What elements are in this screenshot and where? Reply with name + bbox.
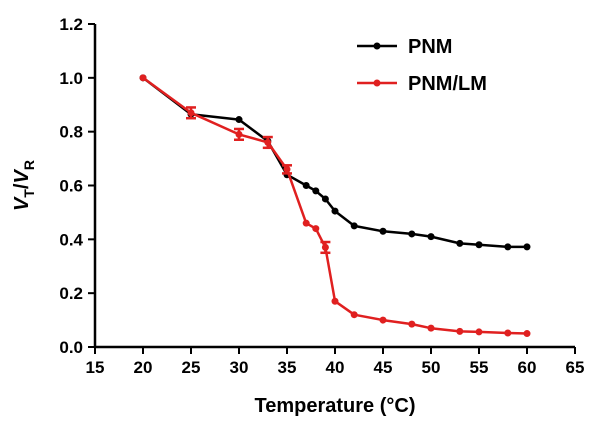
series-line — [142, 76, 527, 249]
data-point — [456, 239, 464, 247]
data-point — [331, 207, 339, 215]
data-point — [139, 74, 147, 82]
x-tick-label: 45 — [374, 358, 393, 377]
series-2 — [139, 74, 531, 338]
x-tick-label: 50 — [422, 358, 441, 377]
y-axis-title-sub1: T — [21, 189, 37, 198]
data-point — [312, 225, 320, 233]
y-tick-label: 0.2 — [59, 284, 83, 303]
data-point — [350, 222, 358, 230]
data-point — [235, 130, 243, 138]
data-point — [475, 328, 483, 336]
x-tick-label: 30 — [230, 358, 249, 377]
data-point — [264, 138, 272, 146]
data-point — [187, 109, 195, 117]
data-point — [312, 187, 320, 195]
y-axis-ticks: 0.0 0.2 0.4 0.6 0.8 1.0 1.2 — [59, 15, 95, 357]
y-axis-title: VT/VR — [11, 160, 37, 211]
data-point — [379, 316, 387, 324]
y-tick-label: 1.2 — [59, 15, 83, 34]
y-tick-label: 0.6 — [59, 177, 83, 196]
data-point — [321, 243, 329, 251]
data-point — [408, 230, 416, 238]
x-tick-label: 55 — [470, 358, 489, 377]
x-tick-label: 60 — [518, 358, 537, 377]
data-point — [427, 324, 435, 332]
legend-marker — [373, 42, 381, 50]
data-point — [408, 320, 416, 328]
data-point — [321, 195, 329, 203]
y-axis-title-main: V — [11, 196, 33, 211]
legend: PNM PNM/LM — [357, 36, 487, 95]
legend-item: PNM/LM — [357, 73, 487, 95]
legend-label: PNM — [408, 36, 452, 58]
y-tick-label: 0.8 — [59, 123, 83, 142]
legend-item: PNM — [357, 36, 452, 58]
data-point — [302, 182, 310, 189]
x-axis-title: Temperature (°C) — [255, 395, 416, 417]
data-point — [504, 329, 512, 337]
series-layer — [139, 74, 531, 338]
data-point — [283, 165, 291, 173]
data-point — [475, 241, 483, 249]
y-axis-title-sep: / — [11, 183, 33, 189]
data-point — [302, 219, 310, 227]
data-point — [235, 116, 243, 124]
y-tick-label: 0.0 — [59, 338, 83, 357]
x-tick-label: 35 — [278, 358, 297, 377]
x-tick-label: 65 — [566, 358, 585, 377]
series-line — [142, 76, 528, 335]
data-point — [350, 311, 358, 319]
data-point — [523, 243, 531, 251]
x-tick-label: 20 — [134, 358, 153, 377]
series-1 — [139, 74, 531, 251]
x-tick-label: 40 — [326, 358, 345, 377]
y-axis-title-main-2: V — [11, 169, 33, 184]
data-point — [523, 330, 531, 338]
data-point — [331, 297, 339, 305]
data-point — [379, 227, 387, 235]
data-point — [456, 327, 464, 335]
y-tick-label: 0.4 — [59, 230, 83, 249]
x-tick-label: 15 — [86, 358, 105, 377]
data-point — [504, 243, 512, 251]
legend-label: PNM/LM — [408, 73, 487, 95]
legend-marker — [373, 79, 381, 87]
y-tick-label: 1.0 — [59, 69, 83, 88]
data-point — [427, 233, 435, 241]
y-axis-title-sub2: R — [21, 160, 37, 170]
x-axis-ticks: 15 20 25 30 35 40 45 50 55 60 65 — [86, 347, 585, 377]
x-tick-label: 25 — [182, 358, 201, 377]
